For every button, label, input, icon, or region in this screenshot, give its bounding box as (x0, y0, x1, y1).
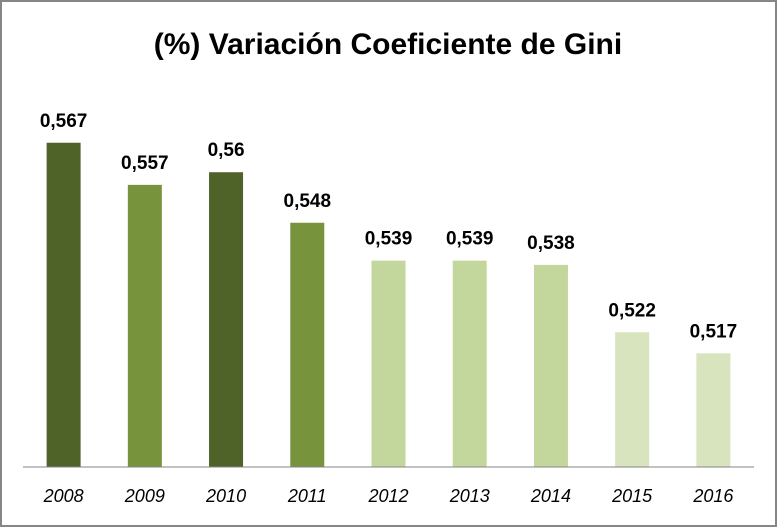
value-label: 0,567 (40, 111, 88, 132)
bar (127, 184, 162, 467)
x-tick-label: 2015 (611, 486, 653, 506)
bar (290, 222, 325, 467)
value-label: 0,548 (284, 191, 332, 212)
bar (533, 264, 568, 467)
x-tick-label: 2010 (205, 486, 246, 506)
value-label: 0,522 (608, 300, 656, 321)
bar (209, 172, 244, 467)
x-tick-label: 2012 (367, 486, 408, 506)
value-label: 0,557 (121, 153, 169, 174)
bar (696, 353, 731, 467)
value-label: 0,539 (365, 229, 413, 250)
chart-title: (%) Variación Coeficiente de Gini (154, 28, 622, 61)
bar (615, 332, 650, 467)
x-tick-label: 2011 (287, 486, 327, 506)
value-label: 0,517 (690, 321, 738, 342)
bar (46, 142, 81, 467)
value-label: 0,56 (208, 140, 245, 161)
x-tick-label: 2009 (124, 486, 165, 506)
bar (371, 260, 406, 467)
bar (452, 260, 487, 467)
x-tick-label: 2008 (43, 486, 84, 506)
value-label: 0,538 (527, 233, 575, 254)
x-tick-label: 2014 (530, 486, 571, 506)
x-tick-label: 2013 (449, 486, 490, 506)
value-label: 0,539 (446, 229, 494, 250)
x-tick-label: 2016 (692, 486, 734, 506)
